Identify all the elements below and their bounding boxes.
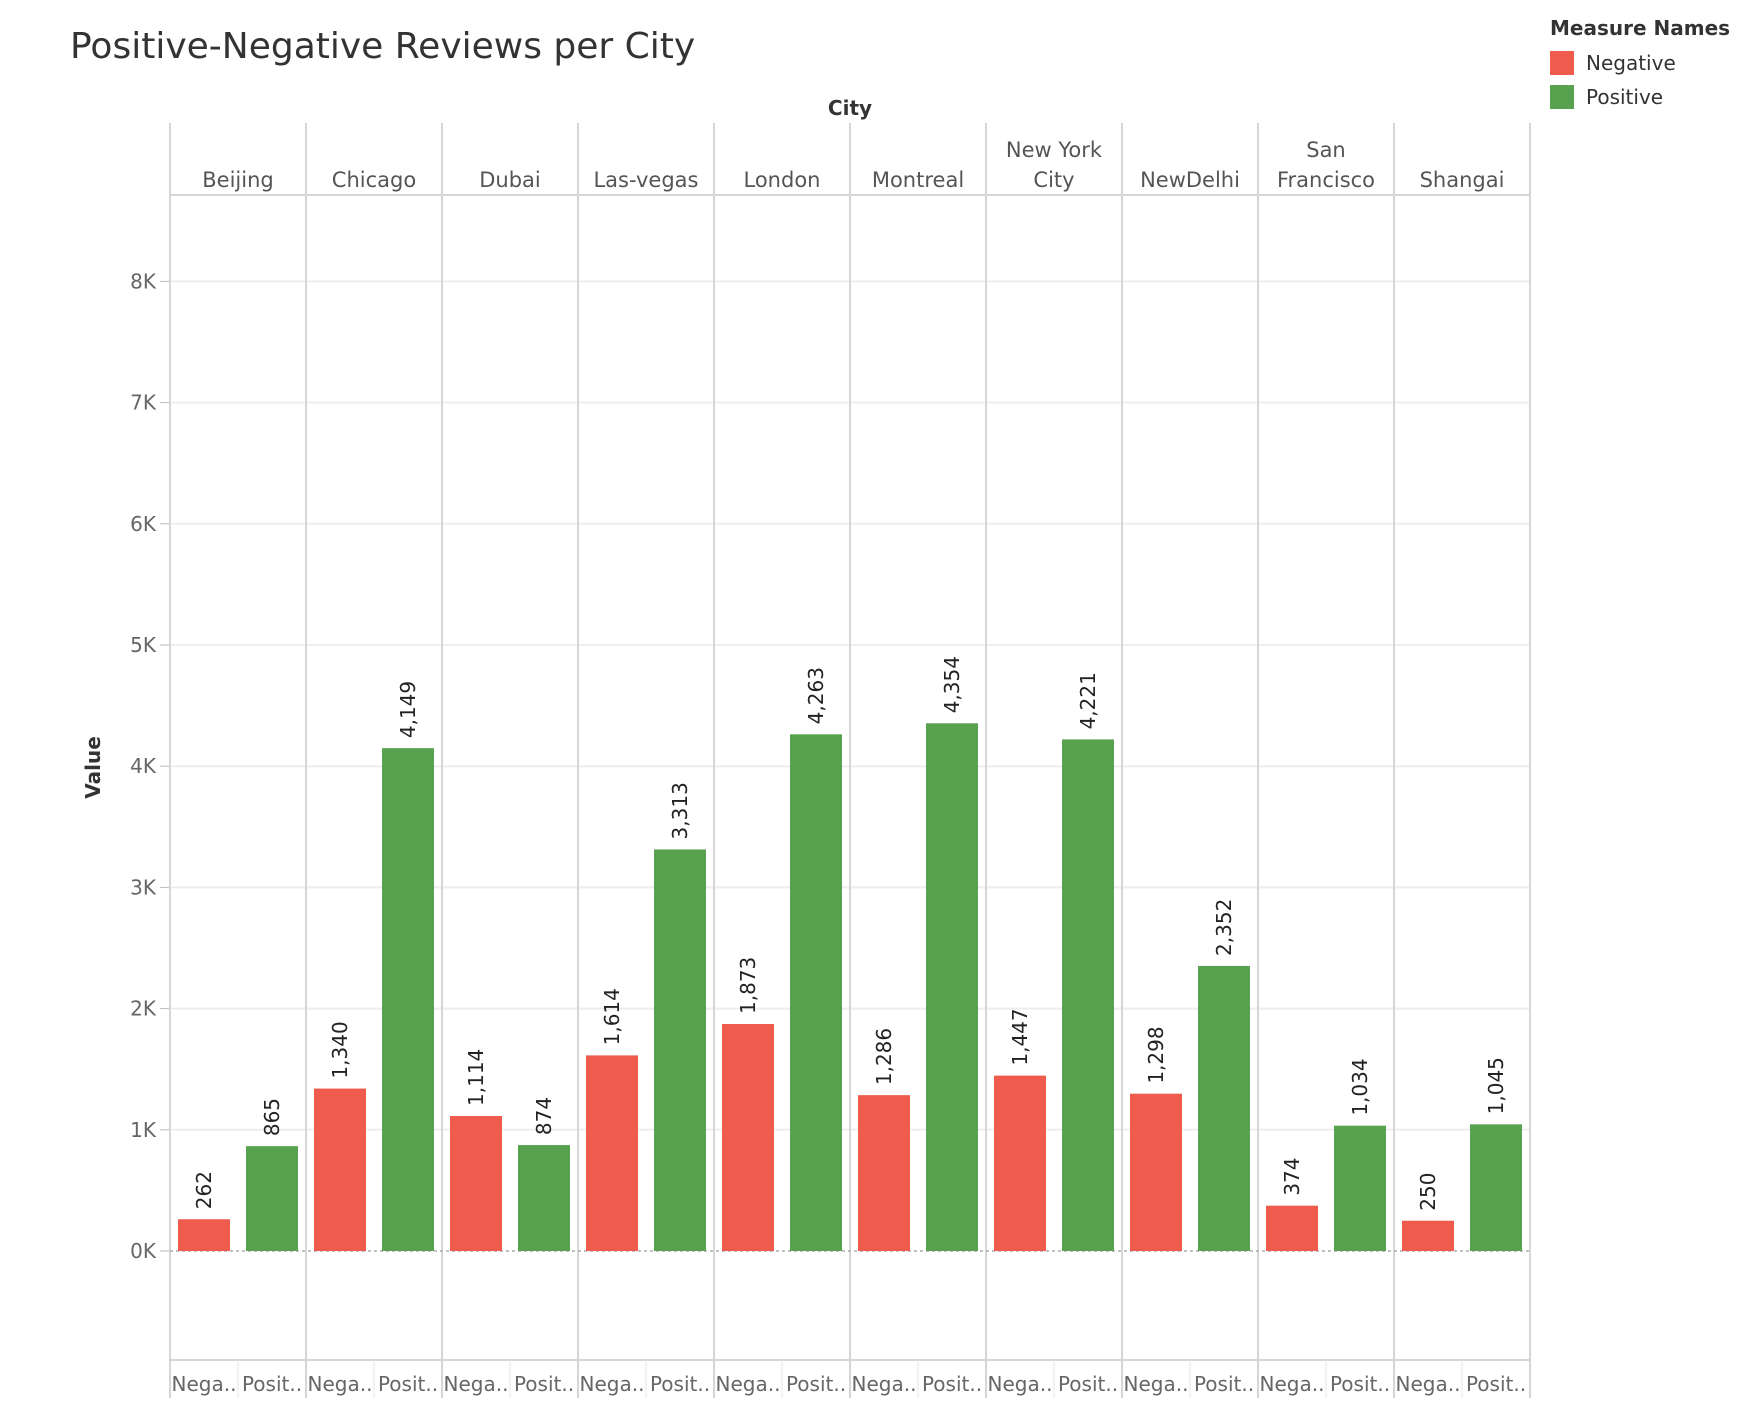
measure-label-positive: Posit.. (514, 1372, 574, 1396)
data-label-negative: 1,298 (1144, 1026, 1168, 1083)
city-header: Las-vegas (593, 168, 698, 192)
measure-label-negative: Nega.. (852, 1372, 917, 1396)
y-tick-label: 0K (130, 1239, 157, 1263)
legend-label-positive: Positive (1586, 85, 1664, 109)
data-label-positive: 1,034 (1348, 1058, 1372, 1115)
measure-label-negative: Nega.. (1260, 1372, 1325, 1396)
bar-positive[interactable] (382, 748, 434, 1251)
legend-swatch-positive (1550, 85, 1574, 109)
chart-title: Positive-Negative Reviews per City (70, 26, 696, 67)
bar-positive[interactable] (246, 1146, 298, 1251)
data-label-positive: 3,313 (668, 782, 692, 839)
data-label-positive: 874 (532, 1097, 556, 1135)
legend-swatch-negative (1550, 51, 1574, 75)
y-tick-label: 6K (130, 512, 157, 536)
city-header: Shangai (1420, 168, 1505, 192)
data-label-positive: 4,149 (396, 681, 420, 738)
city-header: Dubai (479, 168, 541, 192)
bar-negative[interactable] (858, 1095, 910, 1251)
bar-positive[interactable] (1062, 739, 1114, 1251)
city-header: New York (1006, 138, 1103, 162)
city-header: Beijing (202, 168, 273, 192)
measure-label-positive: Posit.. (378, 1372, 438, 1396)
legend: Measure Names Negative Positive (1550, 16, 1730, 114)
y-tick-label: 4K (130, 754, 157, 778)
bar-positive[interactable] (654, 849, 706, 1251)
bar-negative[interactable] (450, 1115, 502, 1251)
bar-negative[interactable] (1130, 1093, 1182, 1251)
bar-negative[interactable] (1266, 1205, 1318, 1251)
data-label-negative: 250 (1416, 1173, 1440, 1211)
city-header: City (1033, 168, 1074, 192)
data-label-positive: 4,263 (804, 667, 828, 724)
bar-positive[interactable] (1470, 1124, 1522, 1251)
measure-label-positive: Posit.. (1330, 1372, 1390, 1396)
data-label-positive: 4,221 (1076, 672, 1100, 729)
measure-label-positive: Posit.. (1194, 1372, 1254, 1396)
y-axis-label: Value (81, 736, 105, 799)
city-header: San (1306, 138, 1346, 162)
bar-positive[interactable] (790, 734, 842, 1251)
data-label-negative: 262 (192, 1171, 216, 1209)
y-tick-label: 5K (130, 633, 157, 657)
measure-label-negative: Nega.. (716, 1372, 781, 1396)
city-header: Montreal (872, 168, 964, 192)
data-label-negative: 1,286 (872, 1028, 896, 1085)
city-header: Francisco (1277, 168, 1375, 192)
data-label-negative: 1,447 (1008, 1008, 1032, 1065)
legend-item-negative[interactable]: Negative (1550, 46, 1730, 80)
legend-title: Measure Names (1550, 16, 1731, 40)
bar-positive[interactable] (518, 1145, 570, 1251)
legend-item-positive[interactable]: Positive (1550, 80, 1730, 114)
data-label-positive: 1,045 (1484, 1057, 1508, 1114)
measure-label-negative: Nega.. (172, 1372, 237, 1396)
bar-positive[interactable] (1198, 965, 1250, 1251)
measure-label-positive: Posit.. (786, 1372, 846, 1396)
bar-negative[interactable] (722, 1023, 774, 1251)
data-label-positive: 865 (260, 1098, 284, 1136)
data-label-positive: 2,352 (1212, 899, 1236, 956)
bar-negative[interactable] (994, 1075, 1046, 1251)
bar-positive[interactable] (926, 723, 978, 1251)
measure-label-positive: Posit.. (922, 1372, 982, 1396)
city-header: NewDelhi (1140, 168, 1240, 192)
y-tick-label: 1K (130, 1118, 157, 1142)
data-label-negative: 1,340 (328, 1021, 352, 1078)
data-label-negative: 1,614 (600, 988, 624, 1045)
bar-negative[interactable] (178, 1219, 230, 1251)
measure-label-positive: Posit.. (242, 1372, 302, 1396)
y-tick-label: 2K (130, 997, 157, 1021)
y-tick-label: 8K (130, 269, 157, 293)
bar-negative[interactable] (314, 1088, 366, 1251)
measure-label-negative: Nega.. (308, 1372, 373, 1396)
data-label-negative: 1,873 (736, 957, 760, 1014)
measure-label-negative: Nega.. (1124, 1372, 1189, 1396)
city-header: London (744, 168, 821, 192)
measure-label-negative: Nega.. (1396, 1372, 1461, 1396)
bar-negative[interactable] (1402, 1220, 1454, 1251)
data-label-positive: 4,354 (940, 656, 964, 713)
data-label-negative: 374 (1280, 1157, 1304, 1195)
city-header: Chicago (332, 168, 416, 192)
column-header: City (828, 96, 872, 120)
measure-label-positive: Posit.. (650, 1372, 710, 1396)
y-tick-label: 3K (130, 875, 157, 899)
bar-negative[interactable] (586, 1055, 638, 1251)
measure-label-positive: Posit.. (1058, 1372, 1118, 1396)
data-label-negative: 1,114 (464, 1049, 488, 1106)
measure-label-negative: Nega.. (988, 1372, 1053, 1396)
y-tick-label: 7K (130, 391, 157, 415)
bar-positive[interactable] (1334, 1125, 1386, 1251)
measure-label-positive: Posit.. (1466, 1372, 1526, 1396)
measure-label-negative: Nega.. (444, 1372, 509, 1396)
measure-label-negative: Nega.. (580, 1372, 645, 1396)
legend-label-negative: Negative (1586, 51, 1676, 75)
